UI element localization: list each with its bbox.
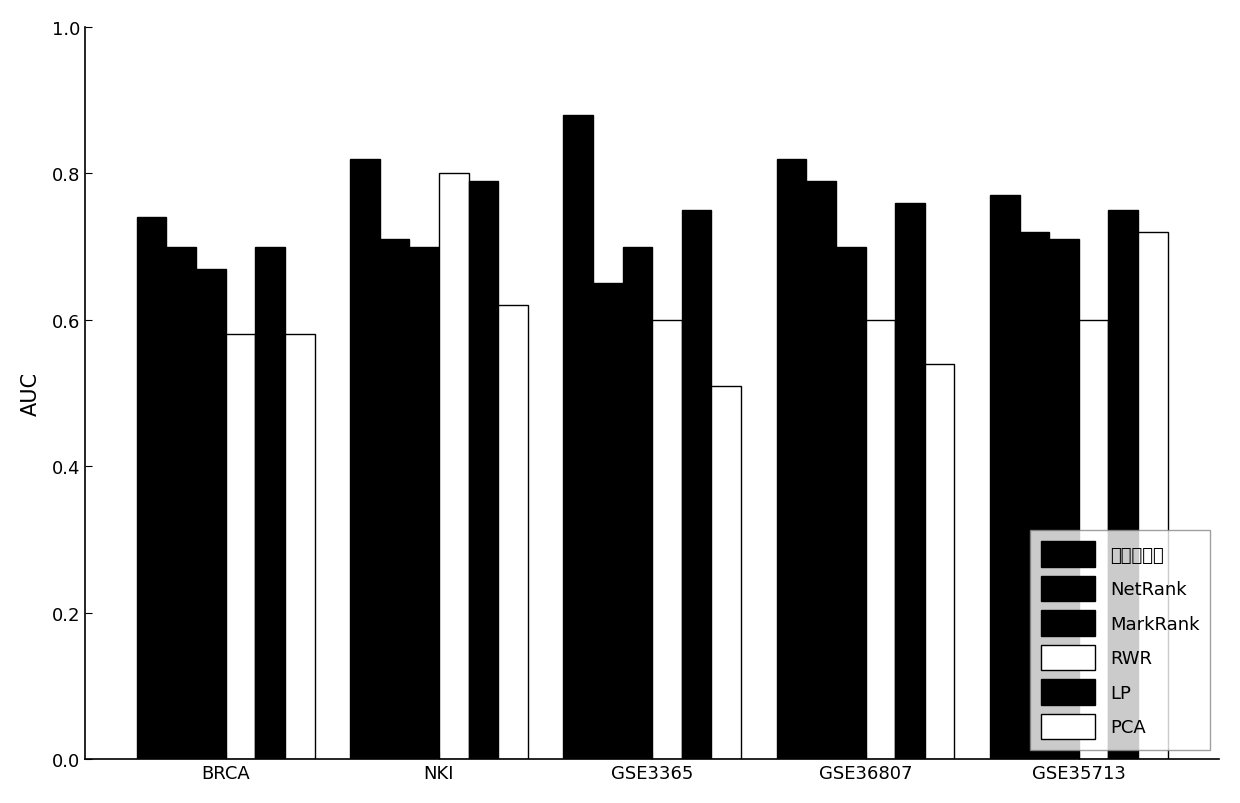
Bar — [196, 269, 226, 760]
Bar — [226, 335, 255, 760]
Bar — [255, 247, 285, 760]
Bar — [350, 160, 379, 760]
Legend: 本发明方法, NetRank, MarkRank, RWR, LP, PCA: 本发明方法, NetRank, MarkRank, RWR, LP, PCA — [1030, 531, 1210, 750]
Bar — [498, 306, 528, 760]
Bar — [622, 247, 652, 760]
Bar — [285, 335, 315, 760]
Bar — [682, 210, 712, 760]
Bar — [1049, 240, 1079, 760]
Y-axis label: AUC: AUC — [21, 372, 41, 416]
Bar — [1019, 233, 1049, 760]
Bar — [652, 320, 682, 760]
Bar — [712, 386, 742, 760]
Bar — [895, 203, 925, 760]
Bar — [990, 196, 1019, 760]
Bar — [379, 240, 409, 760]
Bar — [776, 160, 806, 760]
Bar — [439, 174, 469, 760]
Bar — [469, 181, 498, 760]
Bar — [806, 181, 836, 760]
Bar — [166, 247, 196, 760]
Bar — [563, 116, 593, 760]
Bar — [136, 218, 166, 760]
Bar — [1109, 210, 1138, 760]
Bar — [409, 247, 439, 760]
Bar — [1079, 320, 1109, 760]
Bar — [1138, 233, 1168, 760]
Bar — [925, 365, 955, 760]
Bar — [866, 320, 895, 760]
Bar — [836, 247, 866, 760]
Bar — [593, 283, 622, 760]
